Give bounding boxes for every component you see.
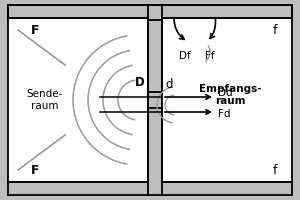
Text: F: F <box>31 164 39 176</box>
Text: Empfangs-
raum: Empfangs- raum <box>199 84 261 106</box>
Text: f: f <box>273 164 277 176</box>
Text: f: f <box>273 23 277 36</box>
Bar <box>8 18 148 182</box>
Text: Dd: Dd <box>218 88 232 98</box>
Bar <box>8 5 292 20</box>
Text: D: D <box>135 75 145 88</box>
Text: Fd: Fd <box>218 109 230 119</box>
Text: d: d <box>165 78 172 92</box>
Text: Df: Df <box>179 51 191 61</box>
Text: F: F <box>31 23 39 36</box>
Text: Sende-
raum: Sende- raum <box>27 89 63 111</box>
Bar <box>162 18 292 182</box>
Text: Ff: Ff <box>205 51 215 61</box>
